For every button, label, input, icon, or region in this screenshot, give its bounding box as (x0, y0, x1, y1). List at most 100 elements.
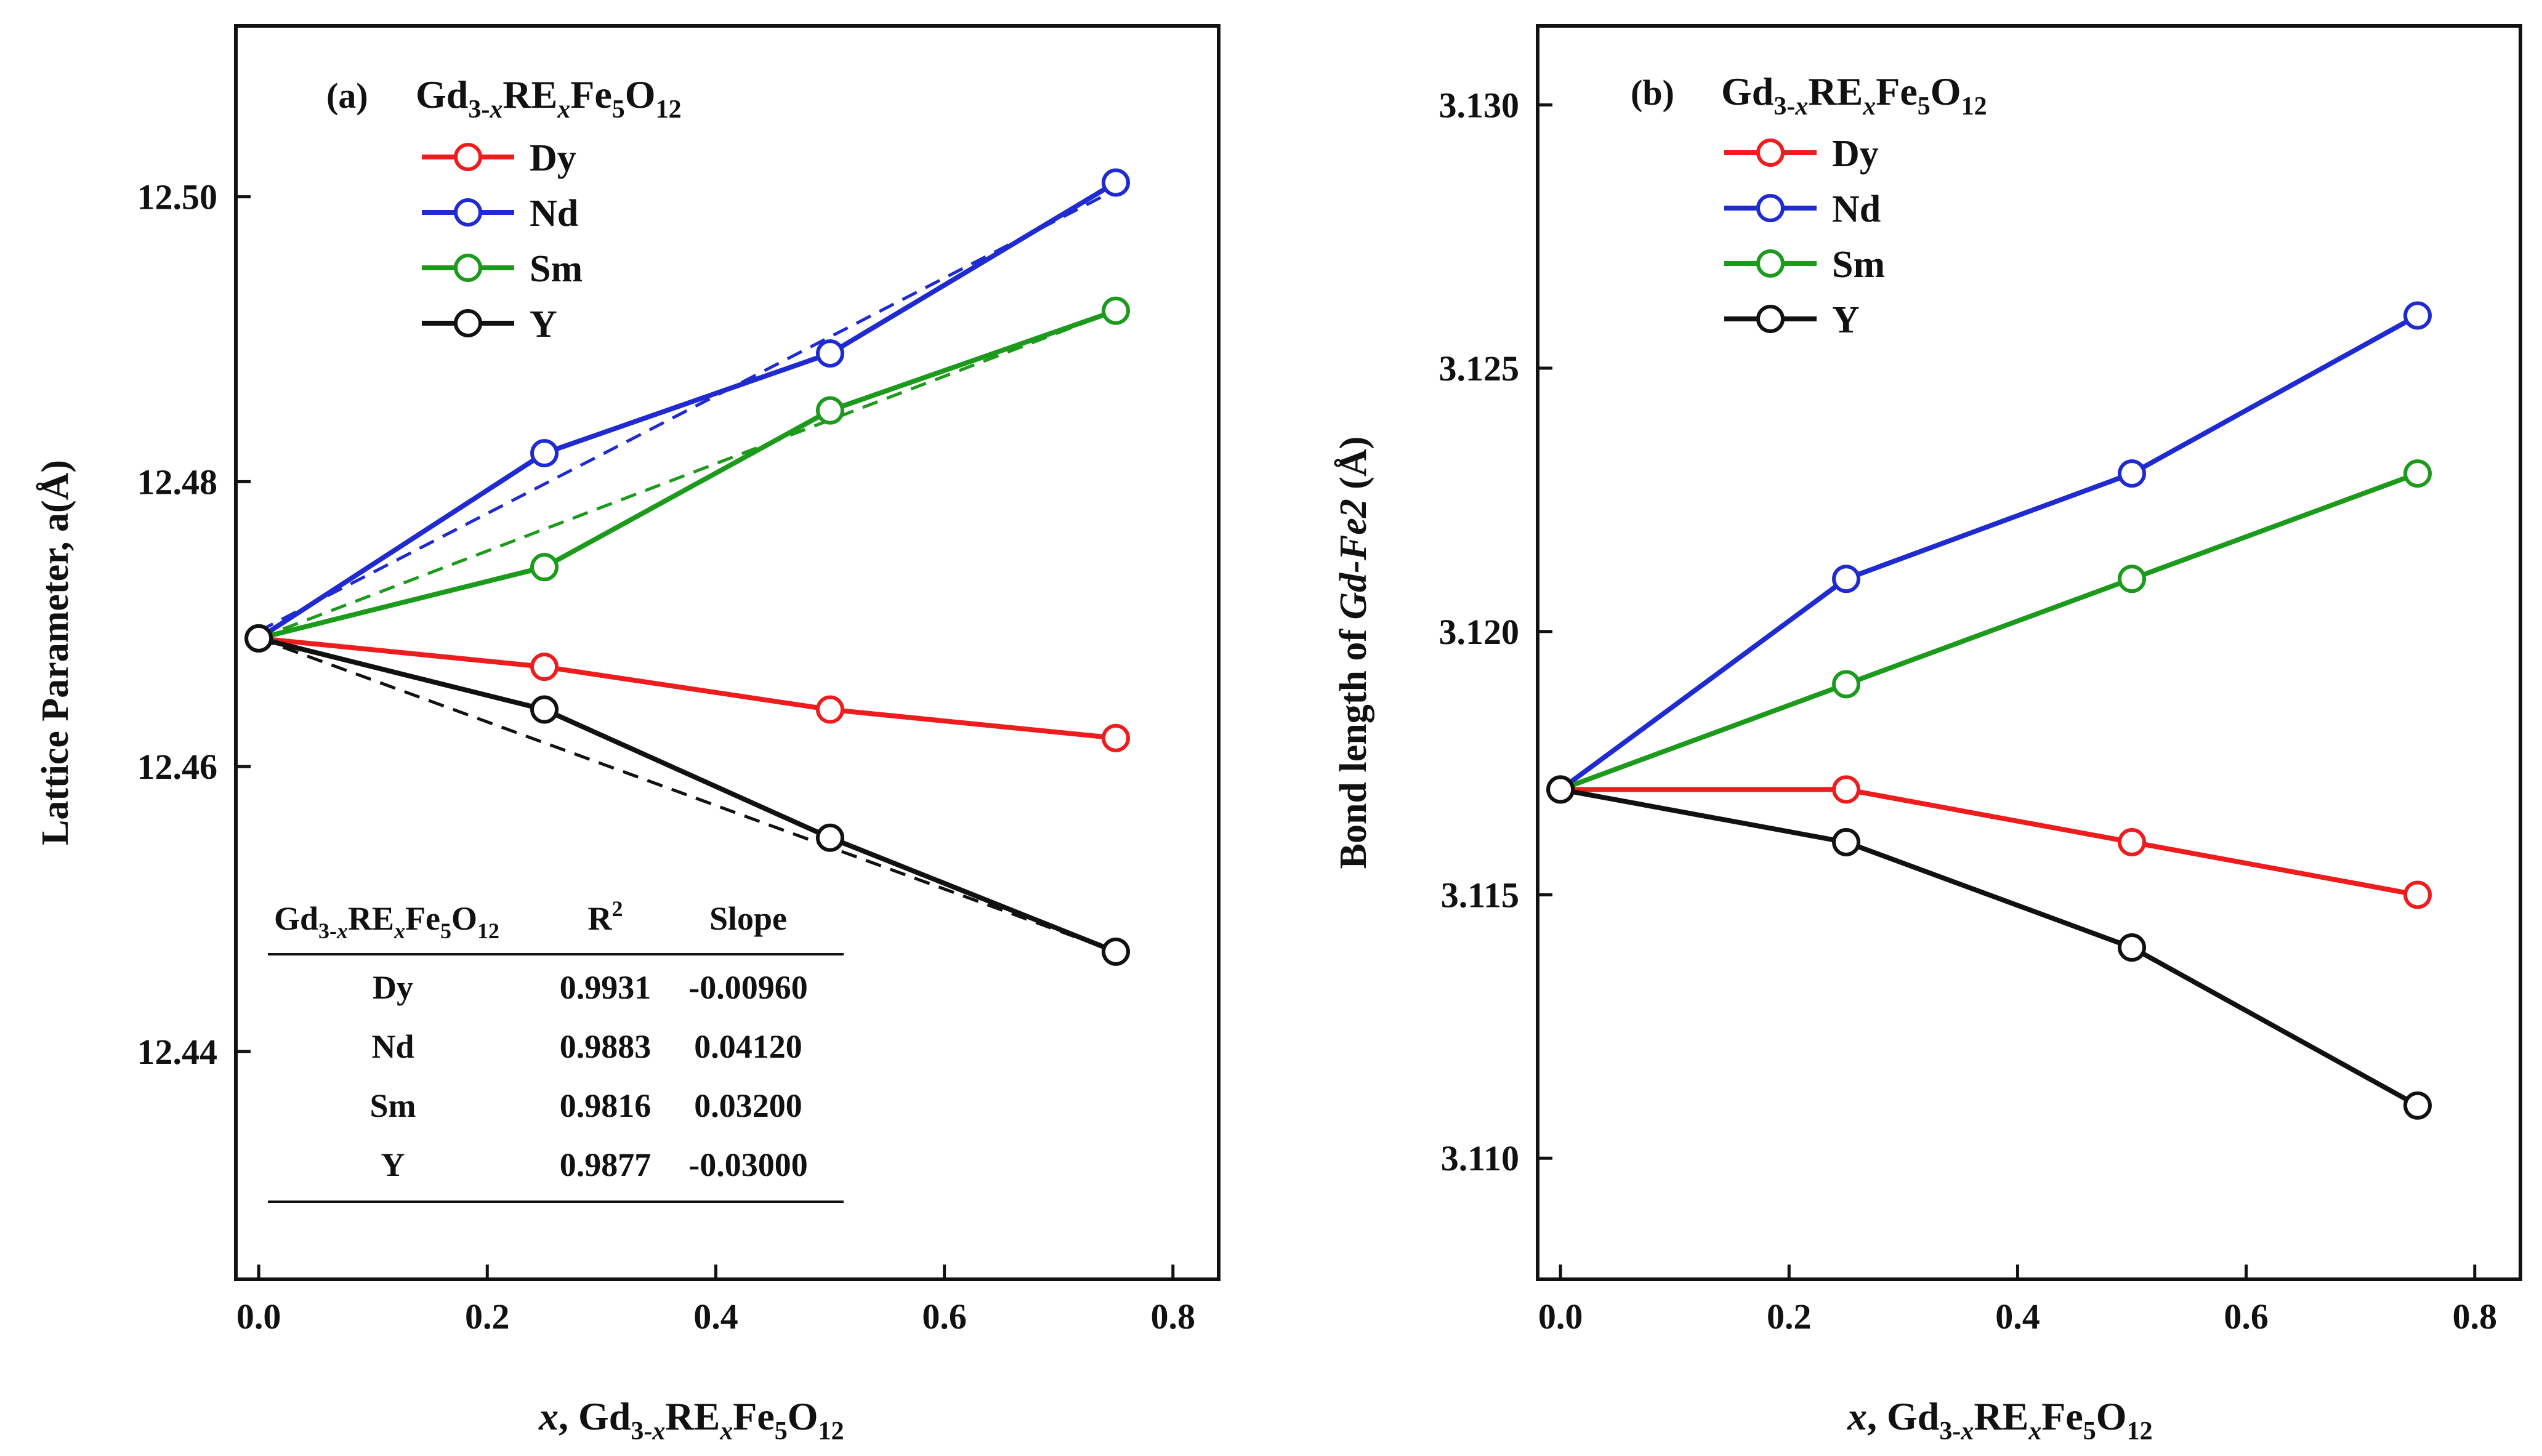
table-cell: 0.04120 (694, 1028, 802, 1065)
legend-marker-sm (1756, 249, 1785, 278)
panel-b-xlabel: x, Gd3-xRExFe5O12 (1847, 1394, 2153, 1446)
data-point-y (530, 695, 559, 724)
legend-label-dy: Dy (530, 137, 576, 179)
panel-b-label: (b) (1631, 73, 1674, 113)
series-line-sm (1559, 471, 2419, 792)
table-cell: Dy (373, 969, 413, 1006)
panel-b-frame (1536, 24, 2522, 1281)
series-line-nd (257, 180, 1118, 641)
panel-a-title: Gd3-xRExFe5O12 (416, 73, 682, 124)
series-line-nd (1559, 313, 2419, 792)
data-point-y (1546, 775, 1575, 804)
x-tick-label: 0.2 (465, 1297, 510, 1337)
legend-label-sm: Sm (530, 248, 583, 290)
table-cell: 0.9816 (560, 1087, 652, 1124)
data-point-y (816, 823, 845, 852)
fit-line-sm (258, 309, 1116, 640)
x-tick-label: 0.0 (1538, 1297, 1583, 1337)
series-line-y (1560, 787, 2419, 1108)
data-point-dy (816, 695, 845, 724)
legend-label-y: Y (530, 304, 557, 345)
y-tick-label: 12.48 (137, 462, 218, 502)
data-point-sm (530, 553, 559, 582)
panel-b-legend: Dy Nd Sm Y (1724, 133, 1885, 341)
legend-marker-dy (1756, 139, 1785, 167)
data-point-sm (1832, 670, 1861, 699)
y-tick-label: 12.50 (137, 177, 218, 217)
data-point-nd (1832, 565, 1861, 593)
legend-label-y: Y (1832, 299, 1860, 341)
legend-marker-y (454, 309, 482, 337)
panel-a-xlabel: x, Gd3-xRExFe5O12 (538, 1394, 844, 1446)
data-point-y (1101, 937, 1130, 966)
x-tick-label: 0.4 (1995, 1297, 2040, 1337)
data-point-sm (2403, 459, 2432, 488)
y-tick-label: 12.46 (137, 747, 218, 787)
table-header-slope: Slope (709, 900, 787, 937)
data-point-nd (1101, 168, 1130, 197)
fit-table: Gd3-xRExFe5O12 R2 Slope Dy 0.9931 -0.00960… (268, 896, 844, 1203)
fit-line-nd (257, 188, 1117, 633)
data-point-dy (2403, 880, 2432, 909)
x-tick-label: 0.8 (1151, 1297, 1196, 1337)
table-cell: 0.9877 (560, 1146, 652, 1183)
data-point-sm (816, 396, 845, 425)
data-point-nd (816, 339, 845, 368)
legend-label-nd: Nd (530, 193, 578, 235)
data-point-dy (1832, 775, 1861, 804)
fit-line-y (258, 637, 1116, 954)
y-tick-label: 3.110 (1441, 1138, 1519, 1178)
legend-marker-nd (1756, 194, 1785, 222)
y-tick-label: 12.44 (137, 1032, 218, 1072)
panel-a-ylabel: Lattice Parameter, a(Å) (34, 460, 76, 845)
table-cell: -0.03000 (688, 1146, 807, 1183)
table-cell: Nd (371, 1028, 414, 1065)
data-point-dy (2118, 827, 2147, 856)
legend-label-sm: Sm (1832, 244, 1885, 286)
series-line-y (258, 635, 1117, 954)
legend-marker-dy (454, 143, 482, 171)
x-tick-label: 0.6 (2224, 1297, 2269, 1337)
x-tick-label: 0.8 (2453, 1297, 2498, 1337)
panel-b-ylabel: Bond length of Gd-Fe2 (Å) (1333, 436, 1374, 869)
y-tick-label: 3.120 (1439, 612, 1520, 652)
panel-a-frame (234, 24, 1221, 1281)
panel-b-chart: 0.0 0.2 0.4 0.6 0.8 3.110 3.115 3.120 3.125 3.130… (1333, 24, 2522, 1446)
data-point-y (1832, 827, 1861, 856)
legend-label-nd: Nd (1832, 188, 1881, 230)
legend-marker-nd (454, 198, 482, 227)
table-cell: -0.00960 (688, 969, 807, 1006)
series-line-sm (258, 308, 1117, 641)
y-tick-label: 3.115 (1441, 875, 1519, 915)
y-tick-label: 3.130 (1439, 85, 1520, 125)
panel-b-title: Gd3-xRExFe5O12 (1721, 70, 1987, 121)
data-point-nd (2118, 459, 2147, 488)
table-cell: 0.9883 (560, 1028, 652, 1065)
table-cell: 0.9931 (560, 969, 652, 1006)
y-tick-label: 3.125 (1439, 348, 1520, 388)
x-tick-label: 0.6 (922, 1297, 967, 1337)
data-point-dy (1101, 723, 1130, 752)
table-header-r2: R2 (588, 896, 623, 937)
table-cell: Y (381, 1146, 405, 1183)
data-point-nd (2403, 301, 2432, 330)
data-point-y (2118, 933, 2147, 962)
x-tick-label: 0.4 (693, 1297, 738, 1337)
legend-label-dy: Dy (1832, 133, 1879, 175)
series-line-dy (1560, 787, 2418, 898)
data-point-sm (2118, 565, 2147, 593)
legend-marker-y (1756, 305, 1785, 333)
table-cell: 0.03200 (694, 1087, 802, 1124)
legend-marker-sm (454, 254, 482, 282)
data-point-y (244, 624, 273, 653)
data-point-sm (1101, 296, 1130, 325)
panel-a-label: (a) (326, 76, 368, 116)
table-cell: Sm (369, 1087, 416, 1124)
x-tick-label: 0.2 (1767, 1297, 1812, 1337)
data-point-dy (530, 653, 559, 682)
data-point-y (2403, 1091, 2432, 1120)
panel-a-legend: Dy Nd Sm Y (422, 137, 583, 345)
x-tick-label: 0.0 (236, 1297, 281, 1337)
